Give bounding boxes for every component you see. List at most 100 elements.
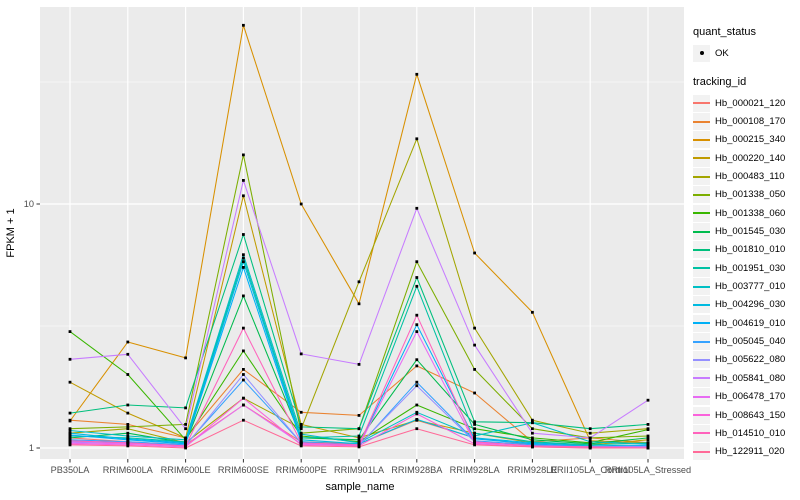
data-point-Hb_014510_010 <box>242 326 245 330</box>
legend-label: Hb_003777_010 <box>715 281 786 293</box>
legend-item-Hb_006478_170: Hb_006478_170 <box>693 388 799 406</box>
legend-line-swatch <box>693 223 710 241</box>
legend-item-Hb_000021_120: Hb_000021_120 <box>693 94 799 112</box>
legend-item-Hb_000483_110: Hb_000483_110 <box>693 167 799 186</box>
legend-line-swatch <box>693 388 710 406</box>
data-point-Hb_005841_080 <box>68 357 72 361</box>
data-point-Hb_000108_170 <box>473 391 476 395</box>
data-point-Hb_000220_140 <box>184 436 187 440</box>
legend-item-Hb_005841_080: Hb_005841_080 <box>693 369 799 387</box>
data-point-Hb_000108_170 <box>357 414 361 417</box>
data-point-Hb_000483_110 <box>126 427 130 431</box>
data-point-Hb_005841_080 <box>415 206 419 210</box>
data-point-Hb_000483_110 <box>299 427 303 431</box>
data-point-Hb_000215_340 <box>531 310 534 314</box>
data-point-Hb_001951_030 <box>242 256 245 260</box>
data-point-Hb_000215_340 <box>415 72 419 76</box>
legend-line-swatch <box>693 314 710 332</box>
legend-item-Hb_005622_080: Hb_005622_080 <box>693 351 799 369</box>
data-point-Hb_001338_060 <box>473 427 476 431</box>
data-point-Hb_001810_010 <box>357 427 361 431</box>
data-point-Hb_014510_010 <box>184 444 187 448</box>
data-point-Hb_005622_080 <box>242 373 245 376</box>
data-point-Hb_001810_010 <box>242 233 245 236</box>
data-point-Hb_001545_030 <box>68 436 72 440</box>
legend-label: Hb_001951_030 <box>715 262 786 274</box>
legend-item-Hb_008643_150: Hb_008643_150 <box>693 406 799 424</box>
data-point-Hb_000215_340 <box>126 340 130 344</box>
data-point-Hb_000483_110 <box>415 137 419 141</box>
data-point-Hb_122911_020 <box>588 446 592 450</box>
legend-line-swatch <box>693 259 710 277</box>
data-point-Hb_000483_110 <box>531 418 534 422</box>
data-point-Hb_014510_010 <box>126 441 130 445</box>
legend-line-swatch <box>693 351 710 369</box>
data-point-Hb_008643_150 <box>415 412 419 416</box>
data-point-Hb_014510_010 <box>299 441 303 445</box>
data-point-Hb_001338_050 <box>473 368 476 371</box>
data-point-Hb_000108_170 <box>242 368 245 371</box>
data-point-Hb_003777_010 <box>299 432 303 436</box>
data-point-Hb_122911_020 <box>531 445 534 449</box>
legend-line-swatch <box>693 241 710 259</box>
legend-line-swatch <box>693 131 710 149</box>
data-point-Hb_001545_030 <box>242 294 245 298</box>
data-point-Hb_001545_030 <box>126 431 130 435</box>
legend-item-Hb_004296_030: Hb_004296_030 <box>693 296 799 314</box>
data-point-Hb_000215_340 <box>242 23 245 27</box>
data-point-Hb_122911_020 <box>299 444 303 448</box>
data-point-Hb_014510_010 <box>357 443 361 447</box>
data-point-Hb_000483_110 <box>588 431 592 435</box>
legend: quant_status OK tracking_id Hb_000021_12… <box>693 26 799 461</box>
data-point-Hb_003777_010 <box>531 421 534 425</box>
data-point-Hb_000215_340 <box>299 202 303 206</box>
y-axis-title: FPKM + 1 <box>5 208 17 257</box>
data-point-Hb_006478_170 <box>242 403 245 407</box>
plot-panel <box>40 7 684 459</box>
y-tick-label-1: 1 <box>29 443 34 453</box>
legend-item-Hb_122911_020: Hb_122911_020 <box>693 443 799 461</box>
legend-label: Hb_001545_030 <box>715 226 786 238</box>
data-point-Hb_004296_030 <box>415 418 419 421</box>
data-point-Hb_122911_020 <box>646 446 650 450</box>
data-point-Hb_001810_010 <box>646 423 650 426</box>
x-tick-label-RRIM928LA: RRIM928LA <box>450 465 501 475</box>
data-point-Hb_005045_040 <box>415 380 419 384</box>
data-point-Hb_001810_010 <box>299 425 303 429</box>
data-point-Hb_005841_080 <box>588 436 592 440</box>
data-point-Hb_003777_010 <box>126 434 130 438</box>
legend-item-Hb_000215_340: Hb_000215_340 <box>693 131 799 149</box>
data-point-Hb_001338_050 <box>126 425 130 429</box>
data-point-Hb_122911_020 <box>242 418 245 422</box>
legend-label: Hb_014510_010 <box>715 427 786 439</box>
legend-line-swatch <box>693 113 710 131</box>
x-tick-label-RRIM600PE: RRIM600PE <box>276 465 327 475</box>
legend-line-swatch <box>693 296 710 314</box>
legend-label: Hb_001810_010 <box>715 244 786 256</box>
x-tick-label-RRIM901LA: RRIM901LA <box>334 465 385 475</box>
data-point-Hb_001810_010 <box>588 427 592 431</box>
data-point-Hb_005045_040 <box>242 378 245 382</box>
data-point-Hb_000108_170 <box>126 423 130 426</box>
data-point-Hb_000483_110 <box>357 280 361 284</box>
legend-label: Hb_005841_080 <box>715 372 786 384</box>
data-point-Hb_003777_010 <box>184 438 187 442</box>
x-tick-label-RRIM600SE: RRIM600SE <box>218 465 269 475</box>
data-point-Hb_001810_010 <box>473 420 476 424</box>
legend-label: Hb_000108_170 <box>715 116 786 128</box>
data-point-Hb_014510_010 <box>473 440 476 444</box>
data-point-Hb_001810_010 <box>415 276 419 279</box>
data-point-Hb_003777_010 <box>68 429 72 432</box>
legend-line-swatch <box>693 278 710 296</box>
x-tick-label-RRIM600LE: RRIM600LE <box>161 465 211 475</box>
data-point-Hb_000108_170 <box>415 364 419 368</box>
data-point-Hb_000220_140 <box>299 423 303 426</box>
data-point-Hb_000220_140 <box>126 411 130 415</box>
data-point-Hb_000483_110 <box>473 326 476 330</box>
data-point-Hb_014510_010 <box>415 313 419 317</box>
data-point-Hb_004619_010 <box>68 433 72 437</box>
data-point-Hb_001951_030 <box>299 436 303 440</box>
data-point-Hb_001545_030 <box>646 436 650 440</box>
data-point-Hb_000220_140 <box>357 436 361 440</box>
